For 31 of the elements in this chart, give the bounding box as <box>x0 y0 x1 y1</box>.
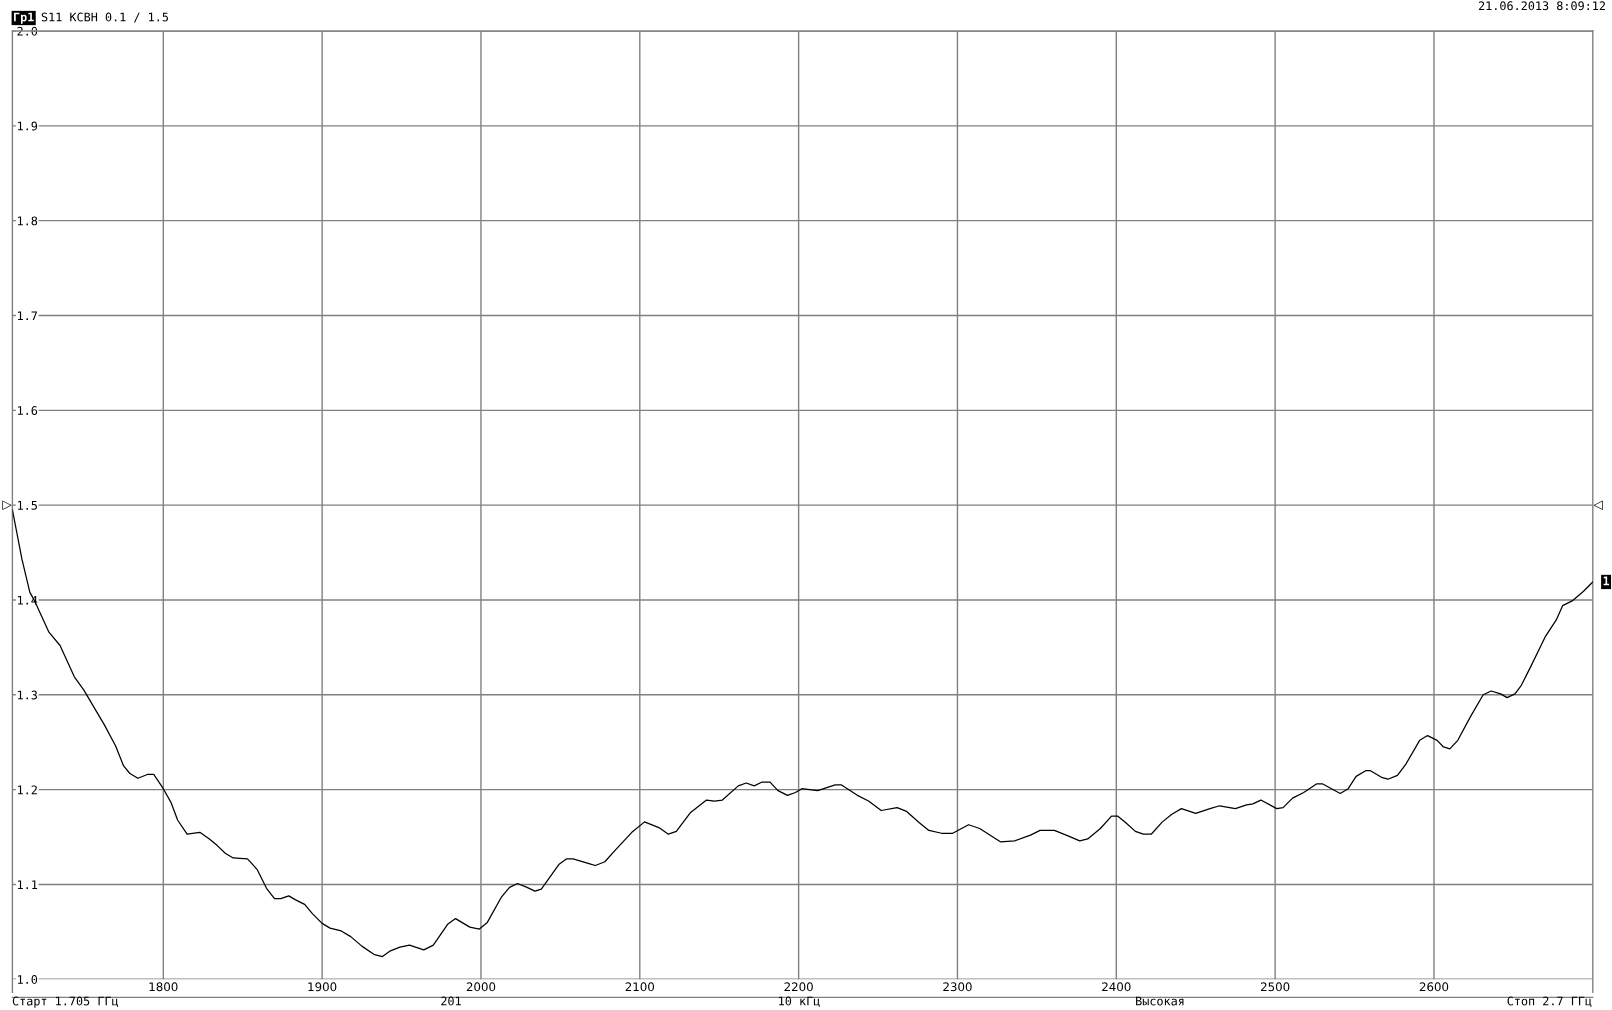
y-tick-label: 1.1 <box>17 880 38 889</box>
x-tick-label: 2000 <box>466 982 496 992</box>
text: Стоп 2.7 ГГц <box>1507 996 1592 1007</box>
text: ▷ <box>2 500 12 511</box>
text: 21.06.2013 8:09:12 <box>1478 1 1605 11</box>
x-tick-label: 2200 <box>784 982 813 992</box>
x-tick-label: 2500 <box>1260 982 1290 992</box>
y-tick-label: 1.2 <box>17 785 37 795</box>
x-tick-label: 1800 <box>149 982 178 992</box>
text: 201 <box>441 996 461 1006</box>
line-series <box>12 509 1593 958</box>
text: Высокая <box>1136 996 1184 1006</box>
text: Гр1 <box>14 12 34 24</box>
y-tick-label: 1.6 <box>17 406 38 415</box>
y-tick-label: 1.5 <box>17 501 37 510</box>
x-tick-label: 2300 <box>943 982 972 992</box>
text: ◁ <box>1593 500 1603 511</box>
x-tick-label: 2100 <box>625 982 655 992</box>
y-tick-label: 1.0 <box>17 975 38 984</box>
text: 10 кГц <box>779 996 820 1007</box>
text: 1 <box>1603 576 1610 586</box>
x-tick-label: 2600 <box>1419 982 1449 992</box>
y-tick-label: 1.8 <box>17 216 38 226</box>
y-tick-label: 1.7 <box>17 311 37 321</box>
y-tick-label: 1.9 <box>17 121 38 131</box>
x-tick-label: 1900 <box>308 982 337 992</box>
text: Старт 1.705 ГГц <box>12 996 118 1008</box>
y-tick-label: 1.3 <box>17 690 37 700</box>
y-tick-label: 2.0 <box>17 26 38 36</box>
chart-title: S11 КСВН 0.1 / 1.5 <box>41 12 168 23</box>
x-tick-label: 2400 <box>1102 982 1131 992</box>
